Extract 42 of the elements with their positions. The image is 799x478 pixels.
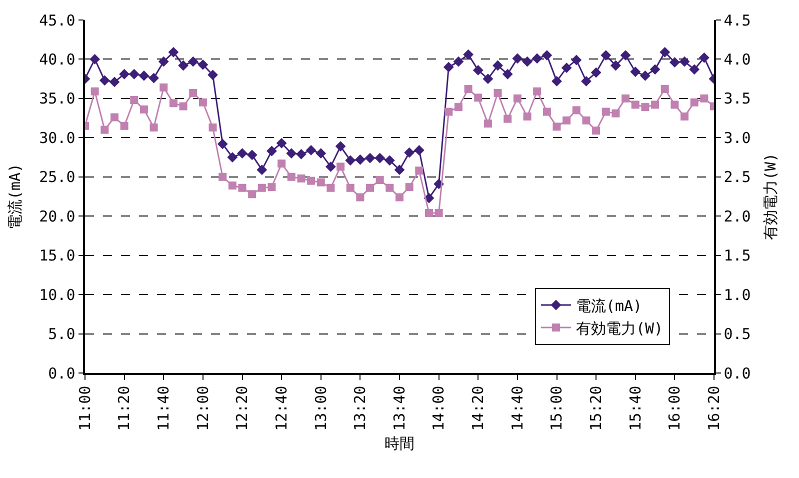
y2-tick-label: 4.5: [724, 11, 751, 30]
y-tick-label: 5.0: [48, 325, 76, 344]
x-tick-label: 15:40: [626, 386, 644, 431]
y-tick-label: 40.0: [39, 50, 76, 68]
x-axis-title: 時間: [384, 434, 414, 452]
y-tick-label: 20.0: [39, 207, 76, 226]
x-tick-label: 14:40: [508, 386, 526, 431]
legend-label: 有効電力(W): [576, 319, 664, 338]
legend-label: 電流(mA): [576, 296, 642, 315]
x-tick-label: 15:00: [548, 386, 566, 431]
x-tick-label: 13:20: [351, 386, 370, 431]
y-tick-label: 45.0: [39, 11, 76, 30]
y-tick-label: 35.0: [39, 90, 76, 108]
x-tick-label: 12:40: [272, 386, 290, 431]
y-tick-label: 25.0: [39, 168, 76, 186]
x-tick-label: 14:00: [430, 386, 448, 431]
x-tick-label: 13:00: [312, 386, 330, 431]
y-tick-label: 15.0: [39, 246, 76, 265]
y2-axis-title: 有効電力(W): [761, 152, 780, 240]
y2-tick-label: 3.5: [724, 90, 751, 108]
y-tick-label: 0.0: [48, 364, 76, 382]
y-tick-label: 30.0: [39, 128, 76, 147]
y2-tick-label: 1.5: [724, 246, 751, 265]
y2-tick-label: 4.0: [724, 50, 751, 68]
y2-tick-label: 1.0: [724, 286, 751, 304]
x-tick-label: 13:40: [390, 386, 408, 431]
y-tick-label: 10.0: [39, 286, 76, 304]
x-tick-label: 16:20: [704, 386, 723, 431]
x-tick-label: 11:00: [76, 386, 94, 431]
x-tick-label: 12:00: [194, 386, 212, 431]
y2-tick-label: 2.0: [724, 207, 751, 226]
y2-tick-label: 3.0: [724, 128, 751, 147]
x-tick-label: 15:20: [586, 386, 605, 431]
y2-tick-label: 0.5: [724, 325, 751, 344]
y2-tick-label: 2.5: [724, 168, 751, 186]
x-tick-label: 14:20: [468, 386, 487, 431]
y-axis-title: 電流(mA): [6, 163, 24, 230]
y2-tick-label: 0.0: [724, 364, 751, 382]
x-tick-label: 12:20: [233, 386, 252, 431]
x-tick-label: 11:40: [154, 386, 173, 431]
x-tick-label: 16:00: [666, 386, 684, 431]
x-tick-label: 11:20: [115, 386, 134, 431]
